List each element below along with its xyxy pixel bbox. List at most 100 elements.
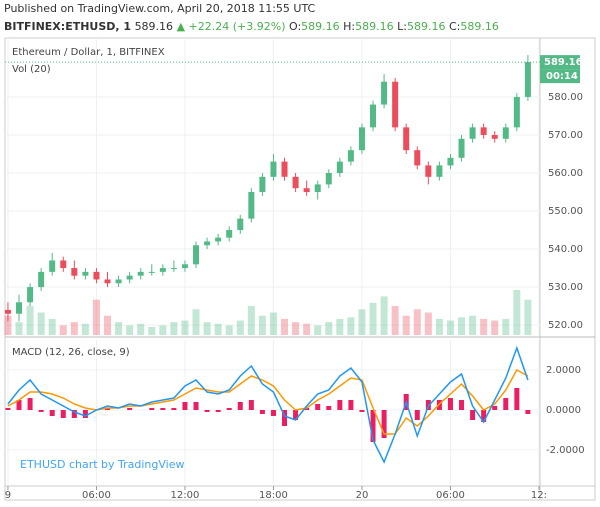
volume-bar [347,317,355,335]
volume-bar [513,290,521,335]
candle-body [126,275,133,280]
volume-bar [170,322,178,335]
histogram-bar [282,410,288,426]
candle-body [237,218,244,231]
histogram-bar [82,410,88,418]
published: Published on TradingView.com, April 20, … [4,2,316,15]
histogram-bar [492,406,498,410]
change: +22.24 (+3.92%) [188,20,286,33]
candle-body [347,150,354,162]
candle-body [270,161,277,177]
histogram-bar [248,400,254,410]
candle-body [303,188,310,193]
histogram-bar [226,408,232,410]
candle-body [38,271,45,288]
candle-body [358,127,365,151]
histogram-bar [348,400,354,410]
volume-bar [424,312,432,335]
volume-bar [402,315,410,335]
x-tick-label: 06:00 [436,490,465,501]
histogram-bar [5,408,11,410]
candle-body [226,230,233,238]
candle-body [491,134,498,139]
candle-body [4,309,11,314]
histogram-bar [105,408,111,410]
candle-body [392,81,399,128]
histogram-bar [259,410,265,414]
histogram-bar [204,410,210,412]
histogram-bar [160,408,166,410]
candle-body [513,96,520,128]
candle-body [292,176,299,189]
candle-body [425,165,432,177]
volume-bar [292,322,300,335]
volume-bar [104,315,112,335]
volume-bar [303,323,311,335]
volume-bar [524,299,532,335]
candle-body [469,127,476,139]
volume-bar [70,322,78,335]
volume-bar [502,318,510,335]
volume-bar [137,323,145,335]
volume-bar [225,325,233,335]
ohlc-c-label: C: [448,20,461,33]
volume-bar [480,318,488,335]
volume-bar [281,318,289,335]
watermark: ETHUSD chart by TradingView [20,458,184,471]
ohlc-l: 589.16 [406,20,446,33]
histogram-bar [293,410,299,420]
candle-body [447,157,454,166]
volume-bar [37,312,45,335]
volume-bar [391,306,399,335]
candle-body [381,81,388,105]
symbol: BITFINEX:ETHUSD, 1 [4,20,132,33]
candle-body [314,184,321,193]
histogram-bar [193,402,199,410]
volume-bar [435,318,443,335]
candle-body [414,150,421,166]
histogram-bar [503,398,509,410]
ohlc-h-label: H: [343,20,356,33]
volume-bar [236,320,244,335]
candle-body [502,127,509,139]
volume-bar [269,312,277,335]
countdown-label: 00:14 [546,71,578,82]
volume-bar [115,322,123,335]
ohlc-o: 589.16 [301,20,340,33]
candle-body [104,279,111,284]
y-tick-label: 540.00 [548,244,583,255]
y-tick-label: 560.00 [548,168,583,179]
histogram-bar [326,406,332,410]
volume-bar [48,318,56,335]
volume-bar [491,320,499,335]
histogram-bar [381,410,387,438]
x-tick-label: 9 [5,490,11,501]
histogram-bar [49,410,55,416]
y-tick-label: 0.0000 [546,405,581,416]
candle-body [325,173,332,185]
x-tick-label: 18:00 [259,490,288,501]
volume-bar [325,322,333,335]
last: 589.16 [134,20,174,33]
candle-body [480,127,487,135]
histogram-bar [215,410,221,412]
candle-body [436,165,443,177]
histogram-bar [237,402,243,410]
volume-bar [469,315,477,335]
macd-line [7,368,529,435]
histogram-bar [337,400,343,410]
volume-bar [4,315,12,335]
histogram-bar [149,408,155,410]
macd-title: MACD (12, 26, close, 9) [12,347,130,358]
volume-bar [92,299,100,335]
volume-bar [336,318,344,335]
histogram-bar [16,400,22,410]
candle-body [193,245,200,265]
candle-body [60,260,67,269]
candle-body [336,161,343,173]
histogram-bar [270,410,276,416]
candle-body [204,241,211,246]
candle-body [148,271,155,273]
last-price-label: 589.16 [544,57,583,68]
